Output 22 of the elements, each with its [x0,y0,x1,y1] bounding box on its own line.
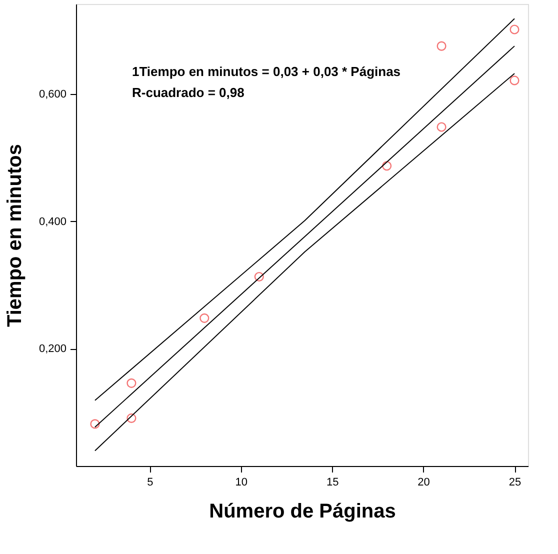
point [510,76,520,86]
x-tick-label: 25 [508,476,522,488]
point [510,24,520,34]
x-tick-label: 15 [326,476,339,488]
point [436,122,446,132]
point [126,378,136,388]
x-tick-label: 20 [418,476,430,488]
y-tick-label: 0,200 [38,343,66,356]
x-axis-title: Número de Páginas [209,500,396,522]
point [126,413,136,423]
y-axis-title: Tiempo en minutos [4,144,26,327]
annotation: R-cuadrado = 0,98 [132,85,244,100]
y-tick-label: 0,400 [38,216,66,228]
x-tick-label: 10 [235,476,248,488]
annotation: 1Tiempo en minutos = 0,03 + 0,03 * Páginas [132,64,401,79]
y-tick-label: 0,600 [38,88,66,100]
point [254,272,264,282]
x-tick-label: 5 [147,476,154,488]
point [436,41,446,51]
point [382,161,392,171]
point [90,419,100,429]
point [200,313,210,323]
